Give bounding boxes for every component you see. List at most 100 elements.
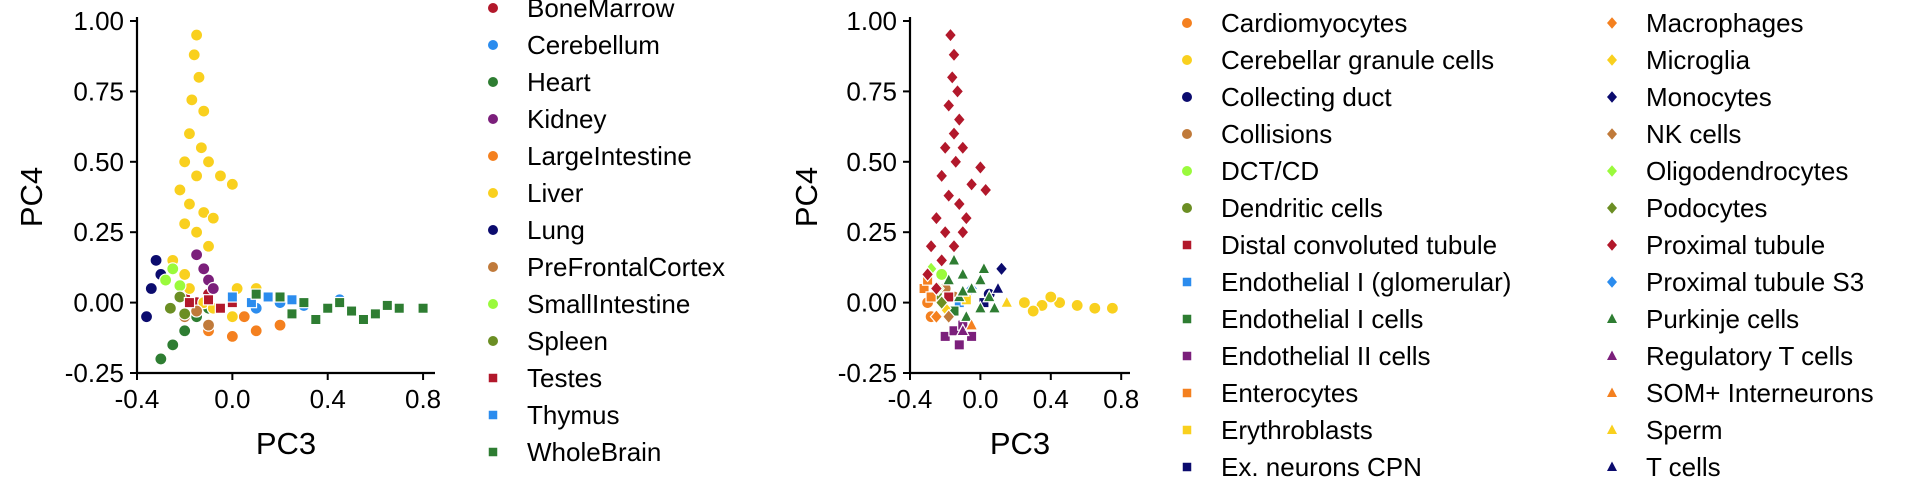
legend-item-macrophages: Macrophages — [1607, 8, 1804, 38]
legend-key-microglia — [1607, 54, 1617, 66]
point-smallintestine-0 — [166, 262, 180, 276]
legend-label: Regulatory T cells — [1646, 341, 1853, 371]
legend-label: T cells — [1646, 452, 1721, 480]
point-spleen-2 — [178, 307, 192, 321]
legend-item-heart: Heart — [488, 67, 591, 97]
point-liver-1 — [187, 48, 201, 62]
legend-key-bonemarrow — [488, 3, 498, 13]
legend-item-prefrontalcortex: PreFrontalCortex — [488, 252, 725, 282]
legend-item-microglia: Microglia — [1607, 45, 1751, 75]
point-wholebrain-9 — [357, 313, 370, 326]
legend-key-nk-cells — [1607, 128, 1617, 140]
legend-key-heart — [488, 77, 498, 87]
y-tick-label: 0.50 — [73, 147, 124, 177]
left-scatter-panel: 1.00 0.75 0.50 0.25 0.00 -0.25-0.4 0.0 0.4 0.8 PC… — [14, 6, 441, 461]
legend-key-ex-neurons-cpn — [1182, 462, 1192, 472]
point-liver-16 — [178, 217, 192, 231]
legend-item-largeintestine: LargeIntestine — [488, 141, 692, 171]
legend-key-cardiomyocytes — [1182, 18, 1192, 28]
point-liver-6 — [194, 141, 208, 155]
legend-key-testes — [488, 373, 498, 383]
point-liver-12 — [173, 183, 187, 197]
point-proximal-tubule-14 — [941, 187, 956, 204]
point-liver-0 — [190, 28, 204, 42]
point-wholebrain-0 — [250, 288, 262, 300]
point-t-cells-0 — [991, 280, 1005, 294]
legend-label: Cerebellar granule cells — [1221, 45, 1494, 75]
point-liver-8 — [190, 169, 204, 183]
x-tick-label: 0.0 — [214, 384, 250, 414]
point-prefrontalcortex-2 — [201, 318, 216, 332]
point-purkinje-cells-11 — [955, 283, 970, 297]
point-purkinje-cells-1 — [955, 266, 970, 280]
legend-key-dendritic-cells — [1182, 203, 1192, 213]
point-proximal-tubule-24 — [929, 280, 944, 297]
legend-key-som-interneurons — [1607, 387, 1617, 397]
legend-label: Heart — [527, 67, 591, 97]
point-wholebrain-11 — [333, 296, 346, 309]
point-liver-10 — [213, 169, 228, 183]
point-proximal-tubule-19 — [947, 238, 961, 255]
legend-label: Erythroblasts — [1221, 415, 1373, 445]
point-proximal-tubule-11 — [964, 176, 979, 193]
points-group — [918, 27, 1120, 351]
legend-item-wholebrain: WholeBrain — [488, 437, 661, 467]
point-proximal-tubule-10 — [973, 159, 988, 176]
legend-label: SmallIntestine — [527, 289, 690, 319]
point-largeintestine-2 — [249, 324, 263, 338]
legend-key-largeintestine — [488, 151, 498, 161]
point-purkinje-cells-7 — [959, 308, 974, 323]
legend-key-endothelial-ii-cells — [1182, 351, 1192, 361]
legend-item-podocytes: Podocytes — [1607, 193, 1767, 223]
point-lung-3 — [139, 310, 154, 324]
legend-item-collisions: Collisions — [1182, 119, 1332, 149]
legend-key-collecting-duct — [1182, 92, 1192, 102]
point-proximal-tubule-13 — [934, 168, 949, 184]
legend-label: Endothelial I cells — [1221, 304, 1423, 334]
legend-item-som-interneurons: SOM+ Interneurons — [1607, 378, 1874, 408]
legend-label: Endothelial II cells — [1221, 341, 1431, 371]
x-tick-label: 0.4 — [310, 384, 346, 414]
point-proximal-tubule-3 — [950, 83, 965, 100]
y-axis-title: PC4 — [789, 167, 824, 227]
y-tick-label: 0.00 — [846, 288, 897, 318]
legend-item-spleen: Spleen — [488, 326, 608, 356]
legend-label: Proximal tubule S3 — [1646, 267, 1864, 297]
point-endothelial-ii-cells-3 — [965, 330, 978, 343]
point-purkinje-cells-9 — [941, 272, 956, 286]
legend-item-monocytes: Monocytes — [1607, 82, 1772, 112]
point-proximal-tubule-18 — [938, 224, 952, 241]
point-proximal-tubule-17 — [929, 210, 944, 226]
point-wholebrain-5 — [369, 308, 382, 320]
legend-label: Dendritic cells — [1221, 193, 1383, 223]
legend-item-endothelial-ii-cells: Endothelial II cells — [1182, 341, 1431, 371]
point-wholebrain-10 — [286, 308, 298, 320]
legend-key-wholebrain — [488, 447, 498, 457]
y-tick-label: 0.75 — [846, 76, 897, 106]
y-tick-label: 1.00 — [846, 6, 897, 36]
legend-item-t-cells: T cells — [1607, 452, 1721, 482]
legend-label: BoneMarrow — [527, 0, 675, 23]
legend-label: Podocytes — [1646, 193, 1767, 223]
legend-key-sperm — [1607, 424, 1617, 434]
legend-label: Monocytes — [1646, 82, 1772, 112]
legend-label: WholeBrain — [527, 437, 661, 467]
legend-key-cerebellum — [488, 40, 498, 50]
legend-label: Testes — [527, 363, 602, 393]
point-liver-24 — [225, 310, 239, 324]
point-proximal-tubule-6 — [947, 125, 961, 142]
point-proximal-tubule-5 — [952, 111, 967, 128]
y-tick-label: 0.25 — [846, 217, 897, 247]
legend-key-proximal-tubule-s3 — [1607, 276, 1617, 288]
legend-key-liver — [488, 188, 498, 198]
legend-label: SOM+ Interneurons — [1646, 378, 1874, 408]
legend-key-kidney — [488, 114, 498, 124]
point-cerebellar-granule-cells-7 — [1026, 304, 1040, 318]
point-sperm-0 — [999, 294, 1014, 308]
legend-label: Sperm — [1646, 415, 1723, 445]
points-group — [139, 28, 429, 366]
point-proximal-tubule-1 — [947, 46, 961, 63]
legend-key-prefrontalcortex — [488, 262, 498, 272]
point-liver-20 — [178, 267, 192, 282]
